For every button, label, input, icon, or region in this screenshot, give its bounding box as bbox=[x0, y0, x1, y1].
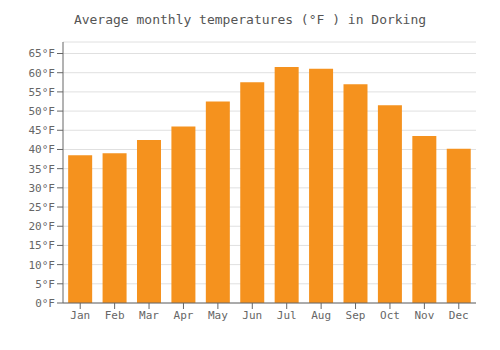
svg-text:Jan: Jan bbox=[70, 309, 90, 322]
svg-text:45°F: 45°F bbox=[29, 124, 56, 137]
svg-text:50°F: 50°F bbox=[29, 105, 56, 118]
svg-text:20°F: 20°F bbox=[29, 220, 56, 233]
svg-text:10°F: 10°F bbox=[29, 259, 56, 272]
svg-text:5°F: 5°F bbox=[35, 278, 55, 291]
svg-text:25°F: 25°F bbox=[29, 201, 56, 214]
svg-text:Jul: Jul bbox=[277, 309, 297, 322]
svg-text:Nov: Nov bbox=[414, 309, 434, 322]
svg-text:65°F: 65°F bbox=[29, 47, 56, 60]
svg-text:30°F: 30°F bbox=[29, 182, 56, 195]
svg-text:55°F: 55°F bbox=[29, 86, 56, 99]
svg-text:May: May bbox=[208, 309, 228, 322]
svg-text:Feb: Feb bbox=[105, 309, 125, 322]
svg-text:Mar: Mar bbox=[139, 309, 159, 322]
svg-text:40°F: 40°F bbox=[29, 143, 56, 156]
svg-text:Oct: Oct bbox=[380, 309, 400, 322]
svg-text:Apr: Apr bbox=[174, 309, 194, 322]
svg-text:Dec: Dec bbox=[449, 309, 469, 322]
svg-text:60°F: 60°F bbox=[29, 67, 56, 80]
svg-text:Jun: Jun bbox=[242, 309, 262, 322]
svg-text:15°F: 15°F bbox=[29, 239, 56, 252]
svg-text:35°F: 35°F bbox=[29, 163, 56, 176]
svg-text:Sep: Sep bbox=[346, 309, 366, 322]
svg-text:Aug: Aug bbox=[311, 309, 331, 322]
html-text:Average monthly temperatures (: Average monthly temperatures (°F ) in Do… bbox=[73, 12, 427, 27]
svg-text:0°F: 0°F bbox=[35, 297, 55, 310]
